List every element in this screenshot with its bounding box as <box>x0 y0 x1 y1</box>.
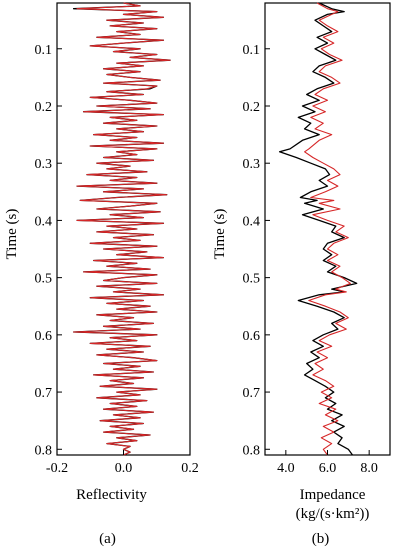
x-tick-label-a: 0.0 <box>115 461 133 476</box>
y-tick-label-a: 0.5 <box>35 272 53 287</box>
y-tick-label-b: 0.2 <box>243 100 261 115</box>
y-tick-label-b: 0.8 <box>243 443 261 458</box>
x-axis-label-a: Reflectivity <box>76 487 147 503</box>
panel-b: 0.1 0.2 0.3 0.4 0.5 0.6 0.7 0.8 4.0 6.0 8.0 Time … <box>212 2 391 547</box>
y-axis-label-a: Time (s) <box>4 209 20 260</box>
series-line-a-1 <box>73 2 171 456</box>
y-tick-label-a: 0.6 <box>35 329 53 344</box>
series-line-b-0 <box>278 2 358 456</box>
x-axis-label-b-line2: (kg/(s·km²)) <box>296 506 370 522</box>
x-tick-label-a: 0.2 <box>181 461 199 476</box>
y-tick-label-a: 0.7 <box>35 386 53 401</box>
x-tick-label-a: -0.2 <box>46 461 68 476</box>
x-tick-label-b: 8.0 <box>360 461 378 476</box>
y-tick-label-b: 0.7 <box>243 386 261 401</box>
y-tick-label-b: 0.1 <box>243 43 261 58</box>
panel-a: 0.1 0.2 0.3 0.4 0.5 0.6 0.7 0.8 -0.2 0.0 0.2 Time… <box>4 2 199 547</box>
y-tick-label-a: 0.8 <box>35 443 53 458</box>
y-tick-label-b: 0.3 <box>243 157 261 172</box>
y-tick-label-a: 0.1 <box>35 43 53 58</box>
y-axis-label-b: Time (s) <box>212 209 228 260</box>
y-tick-label-a: 0.3 <box>35 157 53 172</box>
y-tick-label-b: 0.4 <box>243 214 261 229</box>
y-tick-label-a: 0.4 <box>35 214 53 229</box>
y-tick-label-b: 0.5 <box>243 272 261 287</box>
panel-caption-b: (b) <box>312 531 330 547</box>
series-line-b-1 <box>304 2 351 456</box>
x-axis-label-b-line1: Impedance <box>300 487 366 503</box>
x-tick-label-b: 4.0 <box>277 461 295 476</box>
x-tick-label-b: 6.0 <box>319 461 337 476</box>
y-tick-label-b: 0.6 <box>243 329 261 344</box>
y-tick-label-a: 0.2 <box>35 100 53 115</box>
panel-caption-a: (a) <box>99 531 116 547</box>
